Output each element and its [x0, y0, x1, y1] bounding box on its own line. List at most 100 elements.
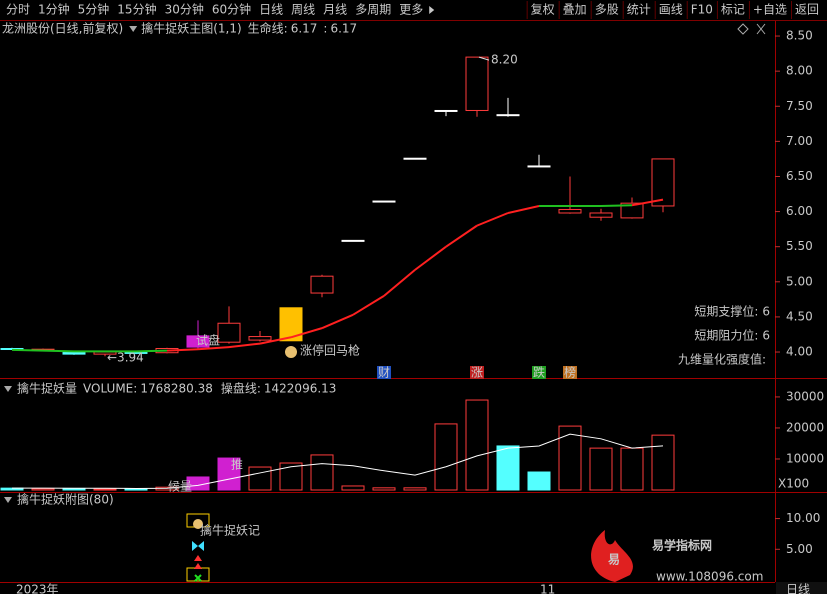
item-label: VOLUME: — [83, 382, 137, 396]
toolbar-tab[interactable]: 5分钟 — [78, 2, 110, 17]
toolbar-button[interactable]: 返回 — [795, 3, 819, 17]
lifeline-segment — [166, 348, 199, 352]
dropdown-icon — [4, 386, 12, 392]
volume-bar — [93, 488, 117, 491]
y-tick-label: 7.00 — [786, 134, 813, 148]
panel-title: 擒牛捉妖附图(80) — [17, 492, 114, 507]
volume-line — [12, 433, 664, 489]
lifeline-segment — [383, 269, 416, 297]
min-label: ←3.94 — [107, 351, 144, 365]
signal-text: 试盘 — [196, 333, 220, 348]
butterfly-icon — [192, 541, 204, 551]
signal-text: 涨停回马枪 — [300, 343, 360, 358]
toolbar-button[interactable]: 复权 — [531, 3, 555, 17]
toolbar-tab[interactable]: 30分钟 — [165, 2, 204, 17]
toolbar-button[interactable]: 统计 — [627, 3, 651, 17]
y-tick-label: 4.50 — [786, 309, 813, 323]
unit-label: X100 — [778, 477, 809, 491]
candle-body — [465, 56, 489, 111]
signal-text: 候量 — [168, 480, 192, 494]
lifeline-segment — [42, 349, 75, 353]
legend-value: 6.17 — [330, 22, 357, 36]
volume-bar — [279, 462, 303, 491]
item-label: 操盘线: — [221, 381, 261, 396]
cross-icon — [194, 574, 202, 582]
volume-bar — [217, 457, 241, 491]
candle-body — [620, 202, 644, 219]
dropdown-icon — [4, 497, 12, 503]
event-badge — [563, 366, 577, 379]
candle-body — [496, 114, 520, 117]
candle-body — [651, 158, 675, 207]
lifeline-segment — [414, 245, 447, 271]
y-tick-label: 5.00 — [786, 542, 813, 556]
toolbar-tab[interactable]: 日线 — [259, 3, 283, 17]
toolbar-tab[interactable]: 月线 — [323, 3, 347, 17]
volume-bar — [527, 471, 551, 491]
x-axis-label: 2023年 — [16, 583, 59, 594]
lifeline-segment — [600, 204, 633, 207]
toolbar-tab[interactable]: 多周期 — [355, 3, 391, 17]
toolbar-tab[interactable]: 更多 — [399, 3, 423, 17]
y-tick-label: 30000 — [786, 389, 824, 403]
toolbar-tab[interactable]: 1分钟 — [38, 2, 70, 17]
dropdown-icon — [129, 26, 138, 32]
candle-body — [248, 336, 272, 341]
event-text: 财 — [378, 366, 390, 380]
y-tick-label: 10.00 — [786, 511, 820, 525]
legend-label: 生命线: — [248, 21, 288, 36]
toolbar-button[interactable]: 叠加 — [563, 3, 587, 17]
level-label: 九维量化强度值: — [678, 352, 766, 367]
candle-body — [341, 239, 365, 242]
lifeline-segment — [259, 336, 292, 345]
toolbar-button[interactable]: +自选 — [753, 3, 787, 17]
diamond-icon — [737, 23, 749, 35]
volume-bar — [372, 487, 396, 491]
toolbar-button[interactable]: 画线 — [659, 3, 683, 17]
candle-body — [372, 200, 396, 203]
legend-label: : — [323, 22, 327, 36]
toolbar-tab[interactable]: 15分钟 — [117, 2, 156, 17]
toolbar-button[interactable]: F10 — [691, 3, 713, 17]
bottom-tab[interactable]: 日线 — [786, 583, 810, 594]
toolbar-button[interactable]: 标记 — [721, 3, 745, 17]
event-badge — [532, 366, 546, 379]
lifeline-segment — [135, 349, 168, 353]
item-value: 1422096.13 — [264, 382, 337, 396]
more-arrow[interactable] — [429, 6, 435, 14]
volume-bar — [248, 466, 272, 491]
level-label: 短期支撑位: — [694, 304, 758, 319]
y-tick-label: 4.00 — [786, 345, 813, 359]
lifeline-segment — [290, 327, 323, 339]
toolbar-tab[interactable]: 60分钟 — [212, 2, 251, 17]
arrow-icon — [194, 555, 202, 569]
toolbar-button[interactable]: 多股 — [595, 3, 619, 17]
watermark-url: www.108096.com — [656, 570, 763, 584]
event-badge — [470, 366, 484, 379]
volume-bar — [589, 447, 613, 491]
indicator-name: 擒牛捉妖主图(1,1) — [141, 21, 241, 36]
money-bag-icon — [193, 519, 203, 529]
toolbar-tab[interactable]: 分时 — [6, 3, 30, 17]
event-text: 榜 — [564, 365, 576, 380]
volume-bar — [124, 488, 148, 491]
max-pointer — [478, 56, 490, 61]
signal-text: 擒牛捉妖记 — [200, 523, 260, 538]
level-label: 短期阻力位: — [694, 328, 758, 343]
y-tick-label: 6.00 — [786, 204, 813, 218]
candle-body — [279, 307, 303, 342]
event-text: 跌 — [533, 365, 545, 380]
candle-body — [310, 275, 334, 294]
candle-body — [589, 212, 613, 218]
close-icon — [756, 23, 766, 35]
lifeline-segment — [476, 212, 509, 227]
toolbar-tab[interactable]: 周线 — [291, 3, 315, 17]
candle-body — [558, 208, 582, 214]
volume-bar — [434, 423, 458, 491]
candle-body — [434, 109, 458, 112]
candle-body — [186, 335, 210, 348]
max-label: 8.20 — [491, 53, 518, 67]
y-tick-label: 10000 — [786, 451, 824, 465]
lifeline-segment — [352, 294, 385, 316]
